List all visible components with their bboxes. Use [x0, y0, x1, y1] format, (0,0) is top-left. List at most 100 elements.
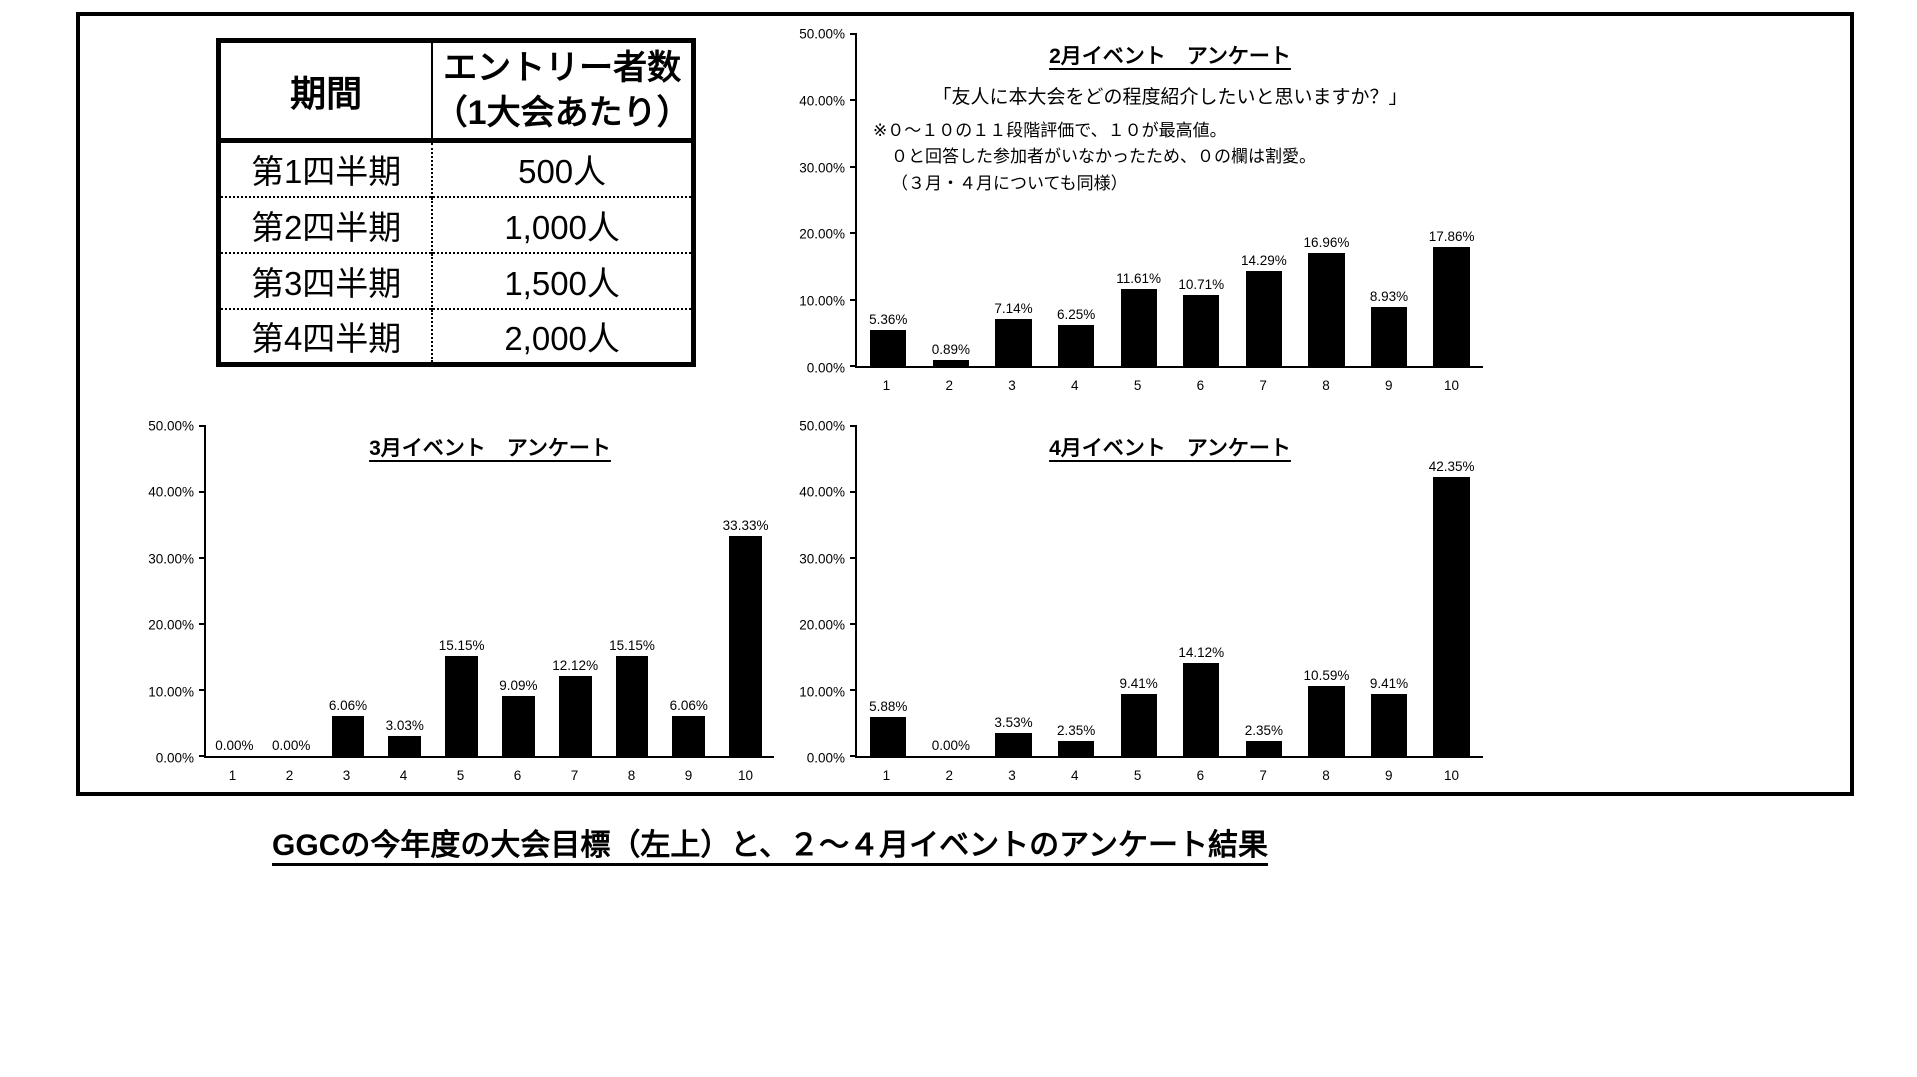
x-axis-label: 5 — [1133, 768, 1142, 783]
plot-area: 4月イベント アンケート 5.88% 0.00% 3.53% 2.35% 9.41% 14… — [850, 425, 1483, 758]
bar-value-label: 2.35% — [1056, 722, 1096, 738]
bar-value-label: 14.12% — [1178, 644, 1225, 660]
bar-value-label: 5.88% — [869, 699, 908, 715]
y-axis-tick-label: 20.00% — [799, 617, 845, 633]
x-axis-label: 2 — [285, 768, 294, 783]
y-axis-tick — [199, 425, 206, 427]
chart-header: 4月イベント アンケート — [857, 426, 1483, 462]
table-header-period: 期間 — [218, 40, 434, 143]
bar-slot: 15.15% — [433, 426, 490, 756]
plot-area: 2月イベント アンケート 「友人に本大会をどの程度紹介したいと思いますか？」 ※… — [850, 33, 1483, 368]
table-header-entries: エントリー者数 （1大会あたり） — [432, 40, 694, 143]
bar-slot: 10.59% — [1295, 426, 1358, 756]
y-axis-tick — [850, 165, 857, 168]
bar — [1245, 740, 1282, 756]
bar-value-label: 7.14% — [994, 300, 1033, 316]
y-axis-tick-label: 40.00% — [148, 484, 194, 500]
y-axis-tick — [850, 689, 857, 691]
bar-value-label: 8.93% — [1369, 288, 1409, 304]
content-frame: 期間 エントリー者数 （1大会あたり） 第1四半期 500人 第2四半期 1,0… — [76, 12, 1854, 796]
bar — [1245, 271, 1282, 366]
bar-slot: 6.06% — [320, 426, 377, 756]
cell-entries-q3: 1,500人 — [432, 251, 694, 309]
y-axis-tick-label: 50.00% — [799, 418, 845, 434]
bar — [870, 330, 907, 366]
y-axis-tick — [199, 623, 206, 625]
table-row: 第4四半期 2,000人 — [218, 307, 694, 365]
y-axis-tick — [850, 557, 857, 559]
bar — [672, 716, 706, 756]
bar-slot: 14.29% — [1233, 34, 1296, 366]
bar-slot: 16.96% — [1295, 34, 1358, 366]
y-axis-tick-label: 10.00% — [799, 684, 845, 700]
bar-slot: 9.09% — [490, 426, 547, 756]
bar — [1308, 686, 1345, 756]
bars-container: 0.00% 0.00% 6.06% 3.03% 15.15% 9.09% 12.12% 15.… — [206, 426, 774, 756]
entry-goal-table: 期間 エントリー者数 （1大会あたり） 第1四半期 500人 第2四半期 1,0… — [216, 38, 696, 367]
bar — [558, 676, 592, 756]
bar-value-label: 14.29% — [1240, 253, 1287, 269]
x-axis-label: 10 — [1444, 378, 1460, 393]
note-line: ０と回答した参加者がいなかったため、０の欄は割愛。 — [891, 147, 1316, 167]
chart-april-survey: 0.00% 10.00% 20.00% 30.00% 40.00% 50.00% 4月イベ… — [797, 412, 1495, 788]
bar-value-label: 9.41% — [1369, 675, 1409, 691]
y-axis-tick-label: 30.00% — [799, 551, 845, 567]
x-axis-label: 8 — [627, 768, 636, 783]
bar-slot: 5.88% — [857, 426, 920, 756]
x-axis: 1 2 3 4 5 6 7 8 9 10 — [855, 764, 1483, 786]
bars-container: 5.36% 0.89% 7.14% 6.25% 11.61% 10.71% 14.29% 16… — [857, 34, 1483, 366]
bar-slot: 6.06% — [660, 426, 717, 756]
bar — [1120, 693, 1157, 756]
chart-title: 4月イベント アンケート — [1049, 437, 1291, 460]
bar-value-label: 12.12% — [552, 658, 599, 674]
bar-slot: 0.00% — [263, 426, 320, 756]
bar-slot: 5.36% — [857, 34, 920, 366]
table-row: 第3四半期 1,500人 — [218, 251, 694, 309]
survey-question: 「友人に本大会をどの程度紹介したいと思いますか？」 — [932, 87, 1408, 108]
y-axis-tick-label: 40.00% — [799, 93, 845, 109]
x-axis-label: 5 — [456, 768, 465, 783]
bar-value-label: 15.15% — [438, 638, 485, 654]
x-axis-label: 9 — [1385, 378, 1393, 393]
bar — [995, 732, 1032, 756]
x-axis-label: 1 — [882, 378, 891, 393]
bar-value-label: 17.86% — [1428, 229, 1475, 245]
x-axis-label: 7 — [570, 768, 579, 783]
bar-slot: 33.33% — [717, 426, 774, 756]
bar-value-label: 6.06% — [669, 698, 708, 714]
x-axis-label: 5 — [1133, 378, 1142, 393]
bar-value-label: 33.33% — [722, 518, 769, 534]
bar-slot: 3.53% — [982, 426, 1045, 756]
bar — [995, 318, 1032, 366]
y-axis-tick-label: 40.00% — [799, 484, 845, 500]
chart-title: 3月イベント アンケート — [369, 437, 611, 460]
table-row: 第2四半期 1,000人 — [218, 195, 694, 253]
bar-value-label: 2.35% — [1244, 722, 1283, 738]
y-axis-tick — [199, 755, 206, 757]
bar-slot: 0.00% — [206, 426, 263, 756]
bar-value-label: 3.53% — [994, 714, 1033, 730]
y-axis-tick — [850, 491, 857, 493]
bar-value-label: 9.09% — [499, 678, 538, 694]
y-axis-tick-label: 30.00% — [148, 551, 194, 567]
bar-value-label: 11.61% — [1116, 270, 1162, 286]
bar-slot: 2.35% — [1233, 426, 1296, 756]
bar — [1183, 662, 1220, 756]
y-axis-tick — [850, 33, 857, 35]
bar — [1433, 247, 1470, 366]
bar-value-label: 10.71% — [1178, 276, 1225, 292]
bar — [331, 716, 365, 756]
bar-slot: 8.93% — [1358, 34, 1421, 366]
x-axis-label: 4 — [399, 768, 408, 783]
bar-value-label: 5.36% — [869, 312, 908, 328]
bar — [1370, 693, 1408, 756]
x-axis-label: 2 — [945, 378, 953, 393]
bar-slot: 17.86% — [1420, 34, 1483, 366]
y-axis-tick-label: 50.00% — [148, 418, 194, 434]
x-axis-label: 3 — [1008, 768, 1016, 783]
bar-value-label: 16.96% — [1303, 235, 1350, 251]
x-axis-label: 6 — [1196, 768, 1205, 783]
x-axis-label: 1 — [228, 768, 237, 783]
bar — [445, 656, 479, 756]
bar — [1057, 740, 1095, 756]
